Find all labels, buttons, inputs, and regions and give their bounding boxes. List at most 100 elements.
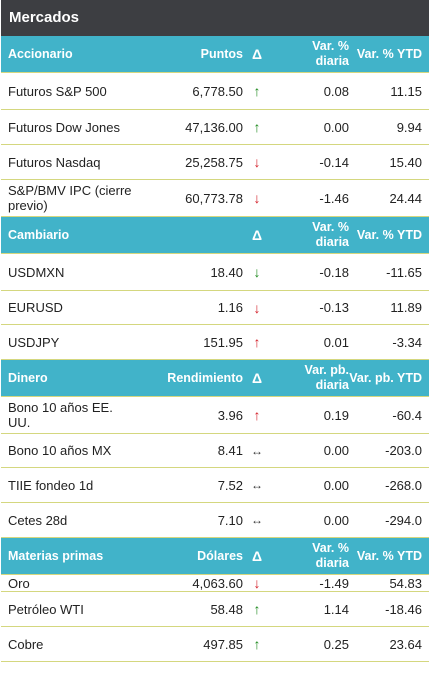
instrument-value: 25,258.75 [185,154,243,170]
table-row: Cetes 28d 7.10 ↔ 0.00 -294.0 [1,503,429,538]
instrument-name: Petróleo WTI [8,601,84,617]
arrow-down-icon: ↓ [253,575,261,591]
table-row: Petróleo WTI 58.48 ↑ 1.14 -18.46 [1,592,429,627]
table-row: USDJPY 151.95 ↑ 0.01 -3.34 [1,325,429,360]
widget-title: Mercados [1,0,429,36]
ytd-change: -11.65 [386,264,422,280]
header-value: Puntos [200,47,243,61]
daily-change: 0.00 [323,119,349,135]
instrument-value: 8.41 [217,443,243,458]
header-ytd: Var. pb. YTD [349,370,422,385]
table-row: TIIE fondeo 1d 7.52 ↔ 0.00 -268.0 [1,468,429,503]
arrow-horizontal-icon: ↔ [251,478,263,492]
instrument-name: Bono 10 años MX [8,443,112,458]
instrument-value: 4,063.60 [192,575,243,591]
ytd-change: 9.94 [396,119,422,135]
instrument-value: 60,773.78 [185,190,243,206]
arrow-up-icon: ↑ [253,334,261,350]
header-name: Dinero [8,371,48,385]
table-row: Cobre 497.85 ↑ 0.25 23.64 [1,627,429,662]
header-daily: Var. % diaria [312,541,349,570]
header-daily: Var. % diaria [312,39,349,68]
instrument-name: Futuros Dow Jones [8,119,120,135]
ytd-change: -18.46 [385,601,422,617]
instrument-value: 7.10 [217,512,243,528]
instrument-name: Cobre [8,636,44,652]
ytd-change: -60.4 [392,407,422,423]
instrument-name: S&P/BMV IPC (cierre previo) [8,183,132,213]
instrument-name: Oro [8,575,30,591]
instrument-name: Cetes 28d [8,512,68,528]
table-row: Bono 10 años MX 8.41 ↔ 0.00 -203.0 [1,434,429,468]
instrument-name: USDJPY [8,334,60,350]
table-row: Oro 4,063.60 ↓ -1.49 54.83 [1,575,429,592]
instrument-value: 18.40 [210,264,243,280]
arrow-up-icon: ↑ [253,407,261,423]
arrow-up-icon: ↑ [253,636,261,652]
daily-change: 0.00 [323,477,349,493]
daily-change: -0.18 [319,264,349,280]
daily-change: -1.46 [319,190,349,206]
section-header: Cambiario Δ Var. % diaria Var. % YTD [1,217,429,254]
header-daily: Var. pb. diaria [304,363,349,392]
arrow-up-icon: ↑ [253,83,261,99]
table-row: USDMXN 18.40 ↓ -0.18 -11.65 [1,254,429,291]
table-row: Futuros S&P 500 6,778.50 ↑ 0.08 11.15 [1,73,429,110]
instrument-value: 3.96 [217,407,243,423]
header-daily: Var. % diaria [312,220,349,249]
daily-change: 0.00 [323,443,349,458]
section-header: Accionario Puntos Δ Var. % diaria Var. % YTD [1,36,429,73]
instrument-value: 151.95 [203,334,243,350]
header-name: Materias primas [8,549,104,563]
arrow-up-icon: ↑ [253,601,261,617]
daily-change: 0.01 [323,334,349,350]
daily-change: 0.00 [323,512,349,528]
ytd-change: -203.0 [385,443,422,458]
instrument-name: Bono 10 años EE. UU. [8,400,113,430]
ytd-change: -268.0 [385,477,422,493]
daily-change: -0.13 [319,300,349,315]
table-row: S&P/BMV IPC (cierre previo) 60,773.78 ↓ -1.… [1,180,429,217]
header-name: Accionario [8,47,73,61]
daily-change: 0.25 [323,636,349,652]
ytd-change: 54.83 [389,575,422,591]
ytd-change: 11.89 [390,300,422,315]
instrument-value: 6,778.50 [192,83,243,99]
table-row: EURUSD 1.16 ↓ -0.13 11.89 [1,291,429,325]
arrow-horizontal-icon: ↔ [251,513,263,527]
arrow-horizontal-icon: ↔ [251,443,263,458]
header-ytd: Var. % YTD [356,548,422,563]
daily-change: -0.14 [319,154,349,170]
header-ytd: Var. % YTD [356,227,422,242]
table-row: Futuros Nasdaq 25,258.75 ↓ -0.14 15.40 [1,145,429,180]
arrow-down-icon: ↓ [253,264,261,280]
instrument-value: 47,136.00 [185,119,243,135]
arrow-up-icon: ↑ [253,119,261,135]
header-delta: Δ [251,548,263,564]
daily-change: 0.19 [323,407,349,423]
instrument-value: 58.48 [210,601,243,617]
instrument-name: USDMXN [8,264,65,280]
ytd-change: 11.15 [390,83,422,99]
markets-table: Accionario Puntos Δ Var. % diaria Var. % YTD… [1,36,429,662]
instrument-name: TIIE fondeo 1d [8,477,94,493]
header-delta: Δ [251,370,263,386]
table-row: Bono 10 años EE. UU. 3.96 ↑ 0.19 -60.4 [1,397,429,434]
header-value: Dólares [197,549,243,563]
instrument-value: 7.52 [217,477,243,493]
section-header: Dinero Rendimiento Δ Var. pb. diaria Var. pb… [1,360,429,397]
markets-widget: Mercados Accionario Puntos Δ Var. % diaria V… [1,0,429,662]
section-header: Materias primas Dólares Δ Var. % diaria Var.… [1,538,429,575]
ytd-change: 24.44 [389,190,422,206]
instrument-value: 497.85 [203,636,243,652]
instrument-name: Futuros S&P 500 [8,83,107,99]
header-delta: Δ [251,46,263,62]
arrow-down-icon: ↓ [253,190,261,206]
instrument-value: 1.16 [217,300,243,315]
daily-change: -1.49 [319,575,349,591]
instrument-name: EURUSD [8,300,63,315]
daily-change: 1.14 [323,601,349,617]
table-row: Futuros Dow Jones 47,136.00 ↑ 0.00 9.94 [1,110,429,145]
ytd-change: -3.34 [392,334,422,350]
header-value: Rendimiento [167,371,243,385]
